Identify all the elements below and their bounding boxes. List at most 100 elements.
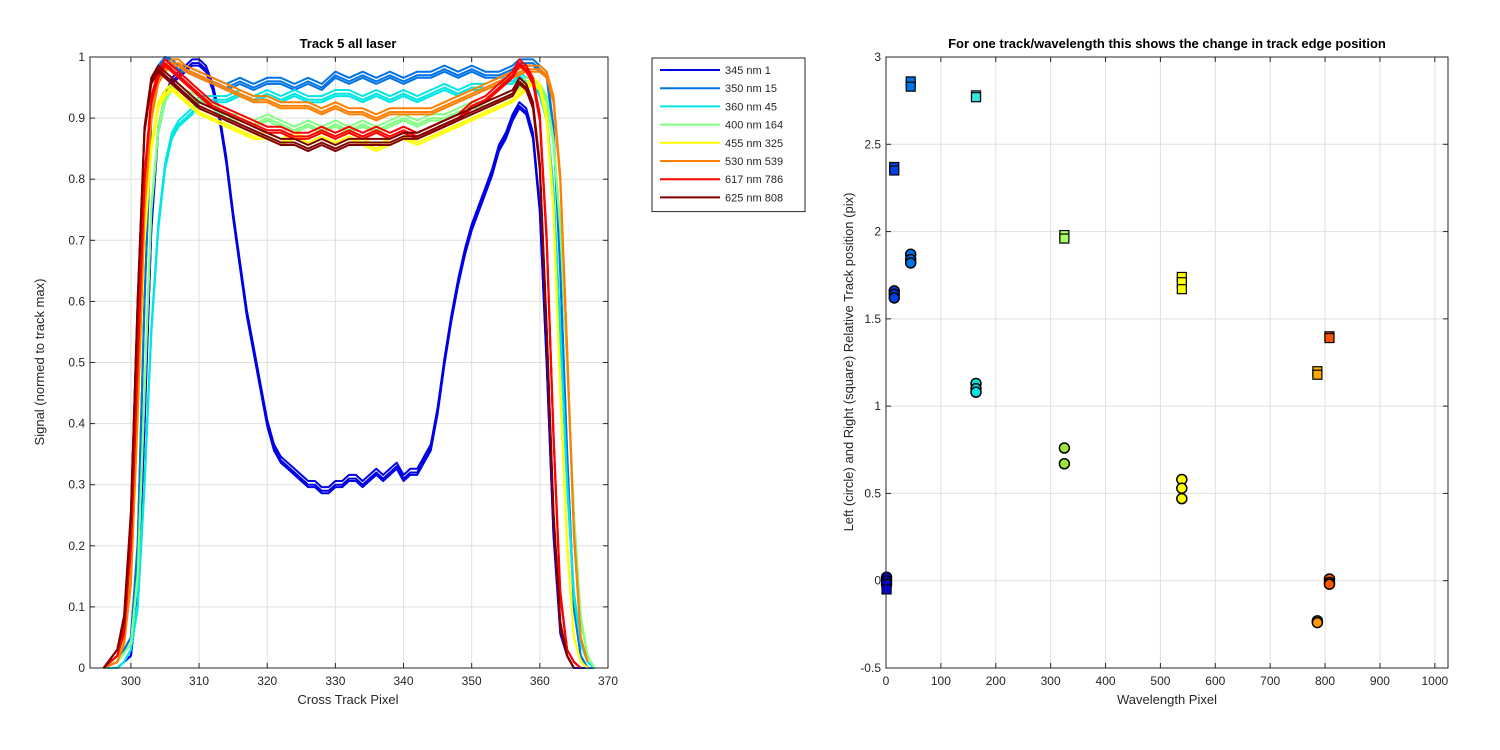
square-marker xyxy=(1324,332,1335,344)
series-line-8 xyxy=(102,70,575,669)
right-y-tick-label: 3 xyxy=(874,50,881,64)
series-line-6 xyxy=(103,62,589,669)
right-y-tick-label: 2.5 xyxy=(864,137,881,151)
circle-marker xyxy=(1058,442,1071,454)
left-x-tick-label: 320 xyxy=(257,674,277,688)
left-y-tick-label: 0.1 xyxy=(68,600,85,614)
left-y-tick-label: 0.4 xyxy=(68,417,85,431)
square-marker xyxy=(889,165,900,176)
square-marker xyxy=(1059,233,1070,244)
left-y-tick-label: 0 xyxy=(78,661,85,675)
left-x-axis-label: Cross Track Pixel xyxy=(297,692,398,707)
left-y-tick-label: 0.2 xyxy=(68,539,85,553)
square-marker xyxy=(905,81,916,92)
right-x-tick-label: 500 xyxy=(1150,674,1170,688)
left-x-tick-label: 370 xyxy=(598,674,618,688)
legend: 345 nm 1 350 nm 15 360 nm 45 400 nm 164 455 … xyxy=(651,57,806,213)
left-x-tick-label: 330 xyxy=(325,674,345,688)
circle-marker xyxy=(1058,458,1071,470)
right-x-tick-label: 300 xyxy=(1041,674,1061,688)
left-y-tick-label: 0.6 xyxy=(68,294,85,308)
series-line-1 xyxy=(103,58,595,669)
left-y-tick-label: 1 xyxy=(78,50,85,64)
right-x-tick-label: 100 xyxy=(931,674,951,688)
series-line-4 xyxy=(103,76,596,669)
left-y-axis-label: Signal (normed to track max) xyxy=(32,279,47,446)
right-scatter-points xyxy=(880,76,1336,629)
series-line-7 xyxy=(102,58,582,669)
right-y-tick-label: -0.5 xyxy=(860,661,881,675)
circle-marker xyxy=(1323,578,1336,590)
square-marker xyxy=(1312,369,1323,380)
right-x-tick-label: 1000 xyxy=(1421,674,1448,688)
circle-marker xyxy=(1176,482,1188,494)
left-series-lines xyxy=(102,56,596,669)
circle-marker xyxy=(1311,616,1324,629)
legend-label-6: 530 nm 539 xyxy=(725,156,783,168)
right-scatter-chart: For one track/wavelength this shows the … xyxy=(841,36,1449,707)
left-y-tick-label: 0.9 xyxy=(68,111,85,125)
right-x-tick-label: 700 xyxy=(1260,674,1280,688)
legend-label-7: 617 nm 786 xyxy=(725,174,783,186)
right-x-tick-label: 400 xyxy=(1096,674,1116,688)
series-line-7 xyxy=(102,62,582,669)
series-line-6 xyxy=(103,64,589,669)
left-chart-title: Track 5 all laser xyxy=(300,36,397,51)
right-x-axis-label: Wavelength Pixel xyxy=(1117,692,1217,707)
right-x-tick-label: 600 xyxy=(1205,674,1225,688)
circle-marker xyxy=(888,292,900,304)
series-line-1 xyxy=(103,62,595,669)
circle-marker xyxy=(970,386,982,398)
right-x-tick-label: 800 xyxy=(1315,674,1335,688)
right-y-tick-label: 2 xyxy=(874,225,881,239)
left-line-chart: Track 5 all laser Cross Track Pixel Sign… xyxy=(32,36,806,707)
series-line-3 xyxy=(103,74,596,669)
legend-label-3: 360 nm 45 xyxy=(725,101,777,113)
square-marker xyxy=(881,584,892,595)
left-y-tick-label: 0.8 xyxy=(68,172,85,186)
right-y-tick-label: 0.5 xyxy=(864,486,881,500)
right-plot-frame xyxy=(885,56,1449,669)
series-line-8 xyxy=(102,68,575,669)
left-x-tick-label: 310 xyxy=(189,674,209,688)
legend-label-4: 400 nm 164 xyxy=(725,120,783,132)
legend-label-5: 455 nm 325 xyxy=(725,138,783,150)
left-y-tick-label: 0.5 xyxy=(68,356,85,370)
right-x-tick-label: 0 xyxy=(883,674,890,688)
series-line-5 xyxy=(102,82,589,669)
circle-marker xyxy=(1176,492,1188,505)
legend-label-8: 625 nm 808 xyxy=(725,192,783,204)
square-marker xyxy=(970,92,982,103)
series-line-4 xyxy=(103,80,596,669)
right-y-tick-label: 1 xyxy=(874,399,881,413)
square-marker xyxy=(1176,284,1187,295)
left-x-tick-label: 340 xyxy=(394,674,414,688)
right-ticks: 0 100 200 300 400 500 600 700 800 900 1000-0.500.5… xyxy=(860,50,1448,688)
series-line-6 xyxy=(103,58,589,669)
right-y-axis-label: Left (circle) and Right (square) Relativ… xyxy=(841,193,856,532)
legend-box xyxy=(651,57,806,213)
right-chart-title: For one track/wavelength this shows the … xyxy=(948,36,1386,51)
left-grid xyxy=(90,56,609,669)
left-y-tick-label: 0.7 xyxy=(68,233,85,247)
series-line-5 xyxy=(102,80,589,669)
left-x-tick-label: 300 xyxy=(121,674,141,688)
right-grid xyxy=(885,56,1448,669)
left-x-tick-label: 360 xyxy=(530,674,550,688)
series-line-3 xyxy=(103,76,596,669)
right-y-tick-label: 0 xyxy=(874,574,881,588)
circle-marker xyxy=(904,257,917,269)
left-x-tick-label: 350 xyxy=(462,674,482,688)
series-line-3 xyxy=(103,70,596,669)
left-y-tick-label: 0.3 xyxy=(68,478,85,492)
series-line-7 xyxy=(102,64,582,669)
legend-label-2: 350 nm 15 xyxy=(725,83,777,95)
series-line-5 xyxy=(102,76,589,669)
series-line-8 xyxy=(102,64,575,669)
left-ticks: 300 310 320 330 340 350 360 370 0 0.1 0.2 0.3 0.4 0.5… xyxy=(68,50,618,688)
series-line-1 xyxy=(103,64,595,669)
series-line-4 xyxy=(103,82,596,669)
right-x-tick-label: 900 xyxy=(1370,674,1390,688)
legend-label-1: 345 nm 1 xyxy=(725,65,771,77)
